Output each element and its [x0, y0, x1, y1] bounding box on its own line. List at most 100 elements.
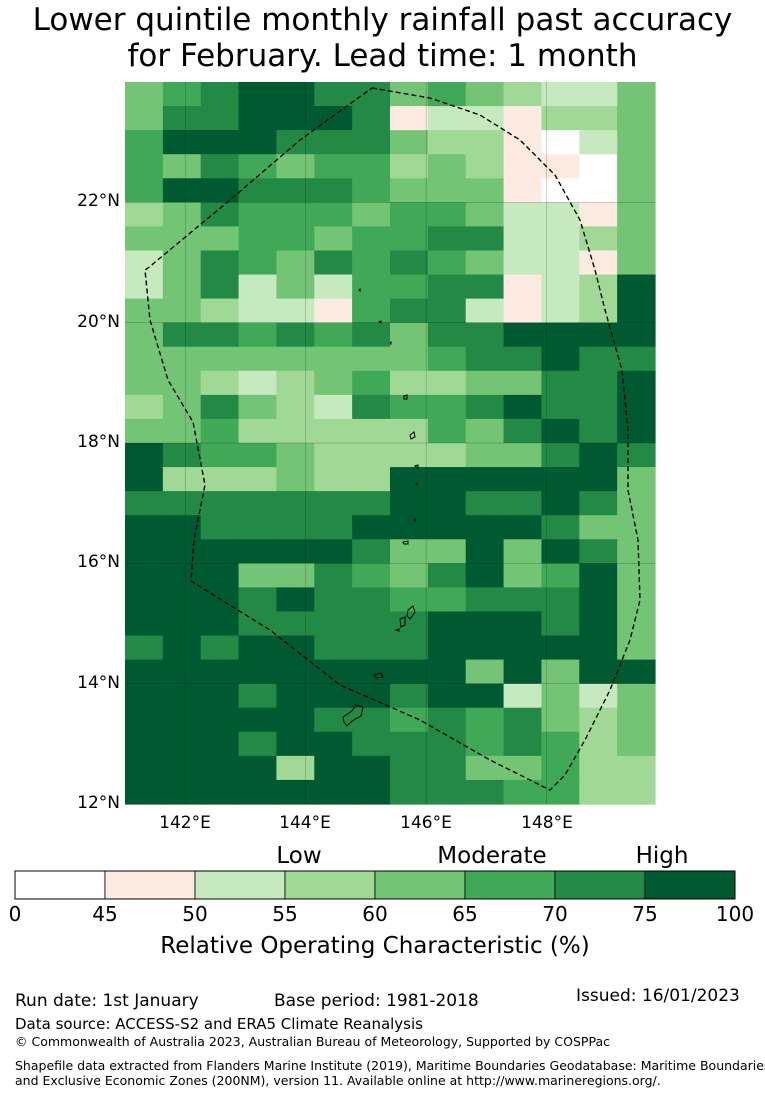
- grid-cell: [579, 659, 618, 685]
- grid-cell: [541, 106, 580, 131]
- grid-cell: [503, 779, 543, 805]
- grid-cell: [314, 106, 353, 131]
- island-guam: [342, 704, 364, 727]
- grid-cell: [579, 82, 618, 107]
- grid-cell: [541, 539, 580, 564]
- grid-cell: [541, 322, 580, 348]
- grid-cell: [352, 346, 391, 372]
- grid-cell: [200, 635, 240, 661]
- grid-cell: [541, 707, 580, 733]
- grid-cell: [352, 202, 391, 227]
- grid-cell: [200, 178, 240, 203]
- grid-cell: [200, 659, 240, 685]
- grid-cell: [427, 226, 467, 252]
- grid-cell: [238, 274, 278, 300]
- grid-cell: [352, 563, 391, 588]
- grid-cell: [276, 755, 315, 781]
- grid-cell: [238, 635, 278, 661]
- grid-cell: [617, 443, 656, 468]
- grid-cell: [125, 394, 164, 420]
- grid-cell: [465, 154, 505, 179]
- grid-cell: [352, 731, 391, 757]
- grid-cell: [200, 755, 240, 781]
- grid-cell: [314, 707, 353, 733]
- grid-cell: [465, 611, 505, 637]
- grid-cell: [579, 346, 618, 372]
- grid-cell: [465, 683, 505, 709]
- grid-cell: [352, 587, 391, 613]
- grid-cell: [579, 130, 618, 155]
- grid-cell: [238, 82, 278, 107]
- grid-cell: [503, 106, 543, 131]
- grid-cell: [125, 418, 164, 444]
- grid-cell: [162, 563, 202, 588]
- grid-cell: [238, 515, 278, 540]
- grid-cell: [238, 731, 278, 757]
- grid-cell: [390, 491, 429, 516]
- grid-cell: [427, 659, 467, 685]
- grid-cell: [617, 659, 656, 685]
- grid-cell: [427, 755, 467, 781]
- grid-cell: [276, 370, 315, 396]
- grid-cell: [314, 346, 353, 372]
- map-gridlines: [125, 82, 655, 804]
- grid-cell: [503, 563, 543, 588]
- grid-cell: [314, 418, 353, 444]
- grid-cell: [200, 563, 240, 588]
- shapefile-credit-line2: and Exclusive Economic Zones (200NM), ve…: [15, 1073, 661, 1088]
- grid-cell: [125, 755, 164, 781]
- grid-cell: [541, 515, 580, 540]
- grid-cell: [238, 707, 278, 733]
- colorbar-tick-70: 70: [542, 902, 568, 926]
- grid-cell: [427, 707, 467, 733]
- grid-cell: [390, 130, 429, 155]
- grid-cell: [238, 491, 278, 516]
- grid-cell: [617, 755, 656, 781]
- grid-cell: [579, 491, 618, 516]
- grid-cell: [579, 563, 618, 588]
- grid-cell: [390, 755, 429, 781]
- grid-cell: [617, 154, 656, 179]
- grid-cell: [125, 467, 164, 492]
- grid-cell: [503, 202, 543, 227]
- category-high: High: [635, 843, 689, 869]
- grid-cell: [427, 370, 467, 396]
- grid-cell: [541, 418, 580, 444]
- grid-cell: [541, 779, 580, 805]
- grid-cell: [390, 274, 429, 300]
- grid-cell: [162, 154, 202, 179]
- colorbar-segment: [374, 870, 466, 900]
- grid-cell: [390, 298, 429, 324]
- lon-tick-144e: 144°E: [279, 813, 331, 833]
- grid-cell: [200, 683, 240, 709]
- grid-cell: [238, 178, 278, 203]
- grid-cell: [352, 250, 391, 276]
- grid-cell: [238, 683, 278, 709]
- island-tinian: [399, 616, 406, 628]
- grid-cell: [162, 611, 202, 637]
- grid-cell: [390, 178, 429, 203]
- grid-cell: [617, 418, 656, 444]
- grid-cell: [427, 611, 467, 637]
- grid-cell: [314, 274, 353, 300]
- grid-cell: [427, 202, 467, 227]
- grid-cell: [617, 563, 656, 588]
- grid-cell: [617, 731, 656, 757]
- grid-cell: [276, 635, 315, 661]
- lat-tick-12n: 12°N: [77, 793, 120, 813]
- grid-cell: [314, 443, 353, 468]
- grid-cell: [200, 322, 240, 348]
- grid-cell: [314, 178, 353, 203]
- grid-cell: [503, 370, 543, 396]
- grid-cell: [541, 443, 580, 468]
- grid-cell: [276, 539, 315, 564]
- grid-cell: [125, 202, 164, 227]
- grid-cell: [427, 635, 467, 661]
- grid-cell: [162, 418, 202, 444]
- grid-cell: [200, 82, 240, 107]
- grid-cell: [352, 779, 391, 805]
- grid-cell: [314, 587, 353, 613]
- grid-cell: [579, 394, 618, 420]
- grid-cell: [314, 467, 353, 492]
- grid-cell: [579, 298, 618, 324]
